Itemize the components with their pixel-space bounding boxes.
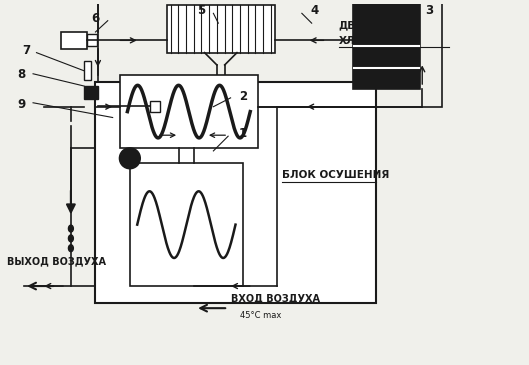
Bar [167, 5, 275, 53]
Bar [98, 0, 442, 107]
Ellipse shape [68, 235, 74, 242]
Text: 5: 5 [197, 4, 205, 18]
Text: 9: 9 [17, 98, 26, 111]
Text: 1: 1 [239, 127, 247, 140]
Bar [61, 32, 87, 49]
Text: 6: 6 [92, 12, 99, 25]
Text: 4: 4 [310, 4, 318, 18]
Text: 7: 7 [23, 44, 31, 57]
Ellipse shape [68, 225, 74, 232]
Ellipse shape [120, 148, 140, 169]
Bar [84, 85, 98, 99]
Text: БЛОК ОСУШЕНИЯ: БЛОК ОСУШЕНИЯ [282, 170, 389, 180]
Bar [95, 82, 376, 303]
Text: ХЛАДОГЕНТА: ХЛАДОГЕНТА [339, 35, 419, 45]
Bar [353, 4, 420, 89]
Bar [120, 75, 258, 149]
Text: ВХОД ВОЗДУХА: ВХОД ВОЗДУХА [231, 293, 320, 303]
Text: 8: 8 [17, 68, 26, 81]
Text: 3: 3 [425, 4, 434, 18]
Text: 45°C max: 45°C max [240, 311, 282, 320]
Bar [150, 101, 160, 112]
Text: ДВИЖЕНИЕ: ДВИЖЕНИЕ [339, 20, 409, 31]
Text: 2: 2 [239, 91, 247, 103]
Bar [87, 34, 97, 46]
Bar [84, 61, 91, 80]
Ellipse shape [68, 245, 74, 251]
Bar [130, 163, 243, 286]
Text: ВЫХОД ВОЗДУХА: ВЫХОД ВОЗДУХА [7, 257, 106, 266]
